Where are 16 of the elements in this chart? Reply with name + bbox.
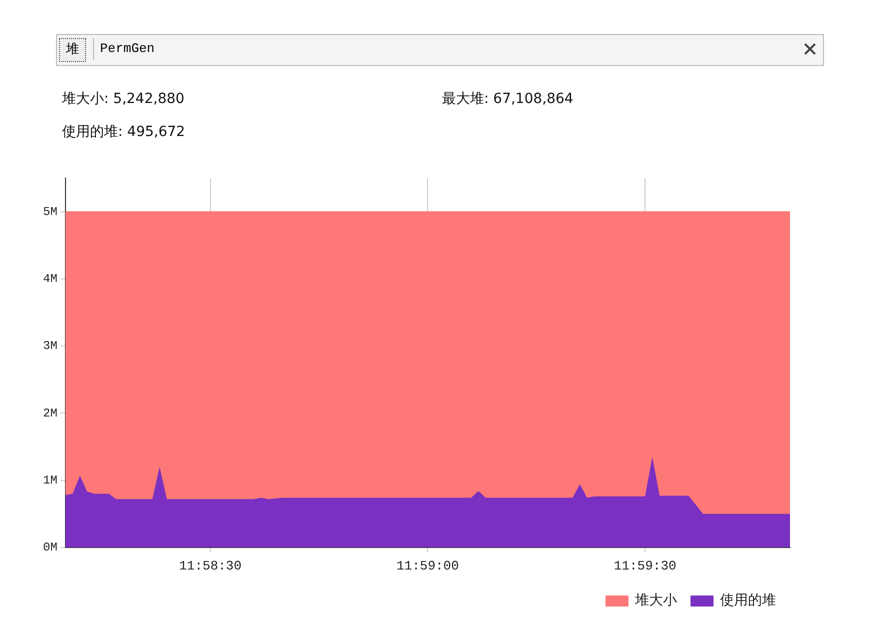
text: PermGen — [93, 38, 828, 60]
legend-label: 堆大小 — [634, 592, 677, 609]
y-tick-label: 1M — [42, 473, 58, 488]
y-tick-label: 2M — [42, 406, 58, 420]
text: 使用的堆: 495,672 — [62, 123, 186, 141]
legend-label: 使用的堆 — [720, 592, 776, 609]
y-tick-label: 4M — [42, 272, 58, 286]
x-tick-label: 11:59:30 — [614, 558, 676, 574]
text: 最大堆: 67,108,864 — [442, 90, 574, 108]
text: 堆 — [59, 38, 86, 62]
x-tick-label: 11:59:00 — [396, 558, 459, 574]
text: 堆大小: 5,242,880 — [62, 90, 184, 108]
x-tick-label: 11:58:30 — [179, 558, 242, 574]
y-tick-label: 0M — [42, 540, 58, 555]
y-tick-label: 3M — [42, 339, 58, 354]
y-tick-label: 5M — [42, 204, 58, 219]
